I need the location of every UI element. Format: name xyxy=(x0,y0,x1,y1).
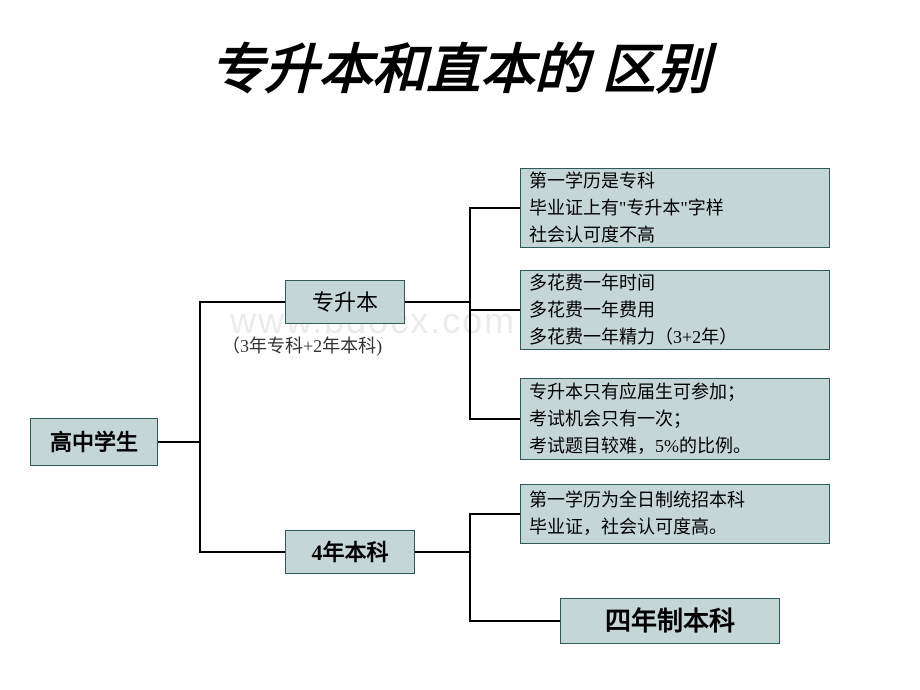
node-zhuanshengben-subtitle: （3年专科+2年本科) xyxy=(222,332,382,358)
node-zhuanshengben-label: 专升本 xyxy=(286,281,404,323)
leaf-a3: 专升本只有应届生可参加；考试机会只有一次；考试题目较难，5%的比例。 xyxy=(520,378,830,460)
page-title: 专升本和直本的 区别 xyxy=(0,25,920,104)
node-four-year-label: 4年本科 xyxy=(286,531,414,573)
leaf-a1-label: 第一学历是专科毕业证上有"专升本"字样社会认可度不高 xyxy=(521,164,829,253)
leaf-b2-label: 四年制本科 xyxy=(561,599,779,643)
leaf-b2: 四年制本科 xyxy=(560,598,780,644)
leaf-a3-label: 专升本只有应届生可参加；考试机会只有一次；考试题目较难，5%的比例。 xyxy=(521,375,829,464)
node-root: 高中学生 xyxy=(30,418,158,466)
leaf-a2: 多花费一年时间多花费一年费用多花费一年精力（3+2年） xyxy=(520,270,830,350)
leaf-b1-label: 第一学历为全日制统招本科毕业证，社会认可度高。 xyxy=(521,483,829,545)
node-zhuanshengben: 专升本 xyxy=(285,280,405,324)
leaf-a2-label: 多花费一年时间多花费一年费用多花费一年精力（3+2年） xyxy=(521,266,829,355)
leaf-b1: 第一学历为全日制统招本科毕业证，社会认可度高。 xyxy=(520,484,830,544)
node-root-label: 高中学生 xyxy=(31,419,157,465)
leaf-a1: 第一学历是专科毕业证上有"专升本"字样社会认可度不高 xyxy=(520,168,830,248)
node-four-year: 4年本科 xyxy=(285,530,415,574)
